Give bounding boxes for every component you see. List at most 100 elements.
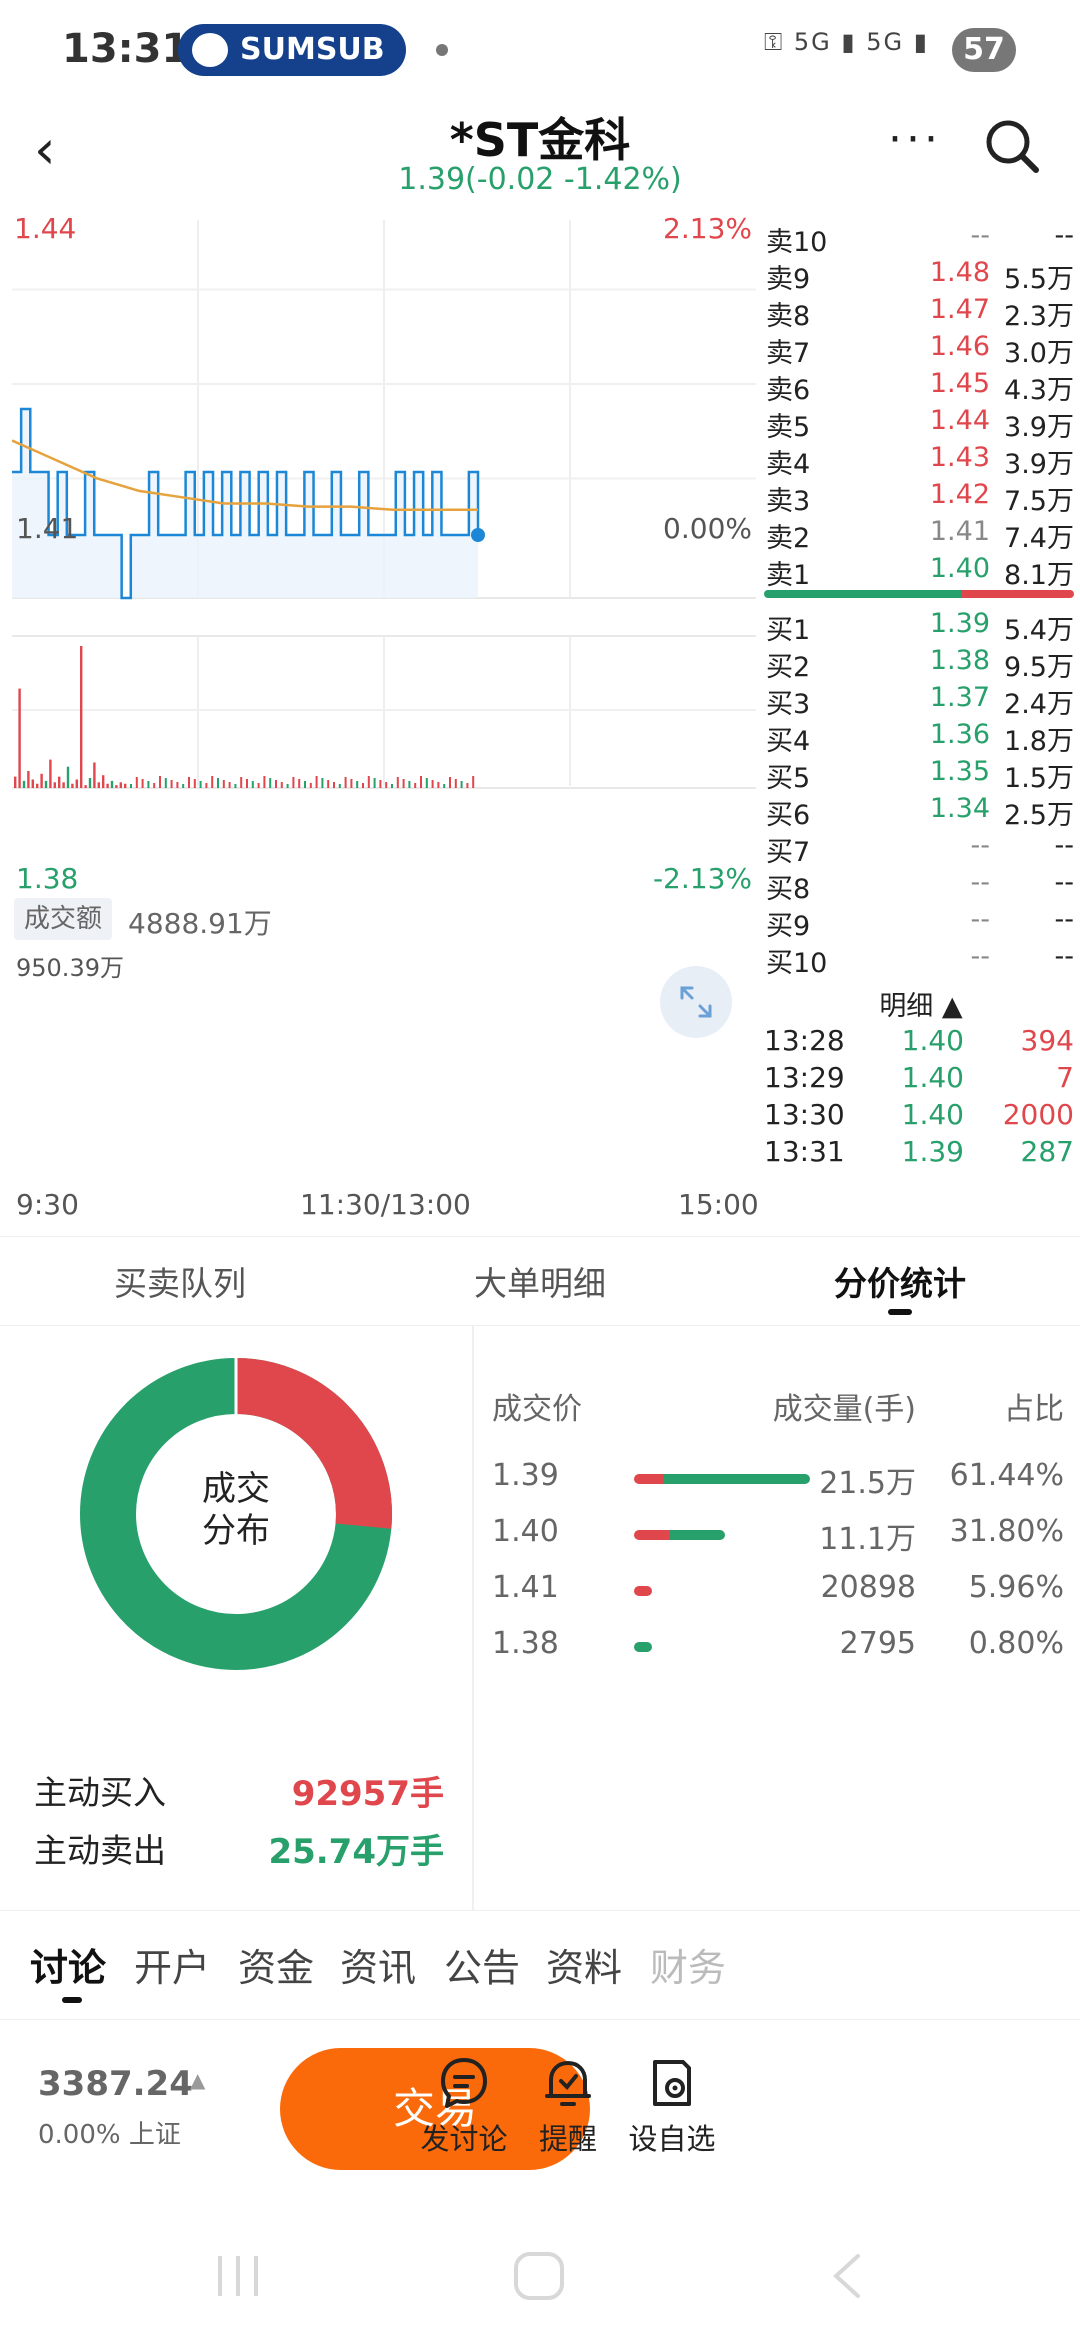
trade-volume: 287 <box>1020 1135 1074 1168</box>
volume-bar <box>75 779 78 788</box>
order-price: -- <box>970 867 991 898</box>
order-row[interactable]: 买4 1.36 1.8万 <box>762 719 1080 757</box>
order-price: 1.46 <box>929 331 990 362</box>
row-ratio: 0.80% <box>968 1626 1064 1661</box>
order-price: 1.48 <box>929 257 990 288</box>
volume-bar <box>321 778 324 788</box>
order-volume: 2.3万 <box>1004 301 1074 332</box>
order-row[interactable]: 卖6 1.45 4.3万 <box>762 368 1080 406</box>
order-row[interactable]: 卖3 1.42 7.5万 <box>762 479 1080 517</box>
active-buy-label: 主动买入 <box>34 1773 166 1812</box>
recent-apps-icon[interactable] <box>218 2256 258 2296</box>
volume-bar <box>106 783 109 788</box>
volume-bar <box>286 784 289 788</box>
volume-bar <box>414 783 417 788</box>
volume-bar <box>147 781 150 788</box>
order-price: 1.47 <box>929 294 990 325</box>
order-row[interactable]: 卖8 1.47 2.3万 <box>762 294 1080 332</box>
trade-row: 13:30 1.40 2000 <box>762 1098 1080 1135</box>
volume-bar <box>222 780 225 788</box>
action-bar: 3387.24 ▲ 0.00% 上证 交易 发讨论 提醒 设自选 <box>0 2022 1080 2182</box>
order-volume: 7.5万 <box>1004 486 1074 517</box>
price-stats-row: 1.38 2795 0.80% <box>490 1626 1070 1666</box>
order-row[interactable]: 买3 1.37 2.4万 <box>762 682 1080 720</box>
volume-bar <box>263 776 266 788</box>
volume-bar <box>396 777 399 788</box>
trade-volume: 7 <box>1056 1061 1074 1094</box>
volume-bar <box>49 759 52 788</box>
intraday-chart[interactable]: 1.44 2.13% 1.41 0.00% 1.38 -2.13% 成交额 48… <box>0 212 760 1230</box>
order-volume: -- <box>1054 867 1075 898</box>
search-icon[interactable] <box>984 118 1040 174</box>
order-row[interactable]: 买9 -- -- <box>762 904 1080 942</box>
tab-large-orders[interactable]: 大单明细 <box>474 1264 606 1303</box>
row-volume: 2795 <box>839 1626 916 1661</box>
tab-discussion-label: 讨论 <box>30 1946 107 1990</box>
max-volume-label: 950.39万 <box>16 954 124 982</box>
order-row[interactable]: 卖1 1.40 8.1万 <box>762 553 1080 591</box>
volume-bar <box>141 779 144 788</box>
back-nav-icon[interactable] <box>833 2254 860 2298</box>
tab-discussion[interactable]: 讨论 <box>30 1937 107 2003</box>
tab-open-account[interactable]: 开户 <box>134 1946 211 1990</box>
order-row[interactable]: 买8 -- -- <box>762 867 1080 905</box>
order-row[interactable]: 卖2 1.41 7.4万 <box>762 516 1080 554</box>
order-row[interactable]: 卖10 -- -- <box>762 220 1080 258</box>
order-volume: 4.3万 <box>1004 375 1074 406</box>
volume-bar <box>159 776 161 788</box>
volume-bar <box>205 783 208 788</box>
tab-funds[interactable]: 资金 <box>238 1946 315 1990</box>
trade-price: 1.40 <box>901 1061 964 1094</box>
order-level: 卖2 <box>766 523 811 554</box>
expand-icon[interactable] <box>660 966 732 1038</box>
time-axis: 9:30 11:30/13:00 15:00 <box>0 1188 760 1228</box>
volume-bar <box>257 783 260 788</box>
home-icon[interactable] <box>514 2252 564 2300</box>
order-volume: 1.5万 <box>1004 763 1074 794</box>
order-row[interactable]: 买5 1.35 1.5万 <box>762 756 1080 794</box>
order-price: -- <box>970 941 991 972</box>
order-row[interactable]: 买1 1.39 5.4万 <box>762 608 1080 646</box>
order-level: 卖4 <box>766 449 811 480</box>
order-row[interactable]: 卖5 1.44 3.9万 <box>762 405 1080 443</box>
sumsub-notification-pill[interactable]: SUMSUB <box>178 24 406 76</box>
order-volume: 7.4万 <box>1004 523 1074 554</box>
volume-bar <box>44 780 48 788</box>
volume-bar <box>327 780 330 788</box>
tab-news[interactable]: 资讯 <box>340 1946 417 1990</box>
tab-price-stats[interactable]: 分价统计 <box>750 1257 1050 1315</box>
order-row[interactable]: 卖7 1.46 3.0万 <box>762 331 1080 369</box>
more-icon[interactable]: ··· <box>888 114 942 165</box>
tab-profile[interactable]: 资料 <box>546 1946 623 1990</box>
order-book[interactable]: 卖10 -- -- 卖9 1.48 5.5万 卖8 1.47 2.3万 卖7 1.46 3.0万 卖6 1… <box>762 220 1080 1230</box>
row-volume: 21.5万 <box>819 1466 916 1501</box>
volume-bar <box>130 784 132 788</box>
stock-name: *ST金科 <box>449 113 631 167</box>
volume-bar <box>280 782 283 788</box>
volume-bar <box>373 778 376 788</box>
index-value[interactable]: 3387.24 <box>38 2064 193 2104</box>
volume-bar <box>14 776 17 788</box>
order-row[interactable]: 买7 -- -- <box>762 830 1080 868</box>
trade-detail-toggle[interactable]: 明细 ▲ <box>879 991 963 1022</box>
add-watchlist-button[interactable]: 设自选 <box>612 2054 732 2158</box>
row-buy-fill <box>634 1530 671 1540</box>
tab-order-queue[interactable]: 买卖队列 <box>114 1264 246 1303</box>
tab-announcements[interactable]: 公告 <box>444 1946 521 1990</box>
order-volume: 5.4万 <box>1004 615 1074 646</box>
add-watchlist-label: 设自选 <box>628 2122 716 2156</box>
back-chevron-icon[interactable]: ‹ <box>34 118 56 181</box>
post-discussion-button[interactable]: 发讨论 <box>404 2054 524 2158</box>
order-volume: -- <box>1054 220 1075 251</box>
order-row[interactable]: 买10 -- -- <box>762 941 1080 979</box>
order-row[interactable]: 卖9 1.48 5.5万 <box>762 257 1080 295</box>
price-stats-row: 1.41 20898 5.96% <box>490 1570 1070 1610</box>
trade-button[interactable]: 交易 <box>280 2048 590 2170</box>
alert-button[interactable]: 提醒 <box>508 2054 628 2158</box>
tab-financials[interactable]: 财务 <box>650 1946 727 1990</box>
volume-bar <box>217 778 219 788</box>
discussion-icon <box>441 2058 487 2108</box>
order-row[interactable]: 买6 1.34 2.5万 <box>762 793 1080 831</box>
order-row[interactable]: 卖4 1.43 3.9万 <box>762 442 1080 480</box>
order-row[interactable]: 买2 1.38 9.5万 <box>762 645 1080 683</box>
